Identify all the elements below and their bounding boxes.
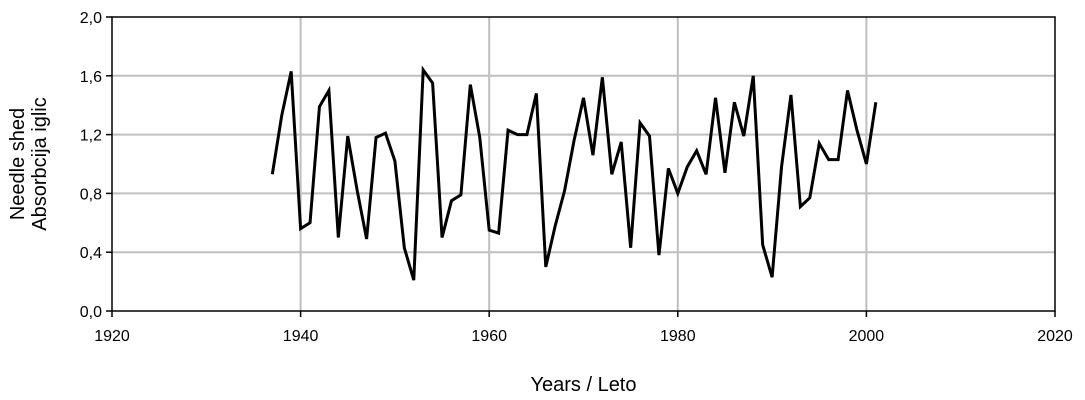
y-tick-label: 1,2: [80, 128, 102, 145]
y-tick-label: 0,8: [80, 186, 102, 203]
x-tick-label: 2000: [849, 328, 885, 345]
x-axis-label: Years / Leto: [530, 374, 636, 396]
y-tick-label: 0,0: [80, 304, 102, 321]
y-tick-label: 0,4: [80, 245, 102, 262]
y-axis-label-line-1: Needle shed: [7, 108, 29, 220]
y-tick-label: 1,6: [80, 69, 102, 86]
x-tick-label: 2020: [1037, 328, 1073, 345]
x-tick-label: 1920: [94, 328, 130, 345]
x-tick-label: 1960: [471, 328, 507, 345]
y-axis-label-line-2: Absorbcija iglic: [29, 97, 51, 230]
x-tick-label: 1940: [283, 328, 319, 345]
plot-area-frame: [111, 16, 1056, 312]
series-line-needle-shed: [270, 65, 878, 281]
y-tick-label: 2,0: [80, 10, 102, 27]
tick-labels: 0,0 0,4 0,8 1,2 1,6 2,0 1920 1940 1960 1980 2000 20…: [80, 10, 1073, 345]
grid-lines: [112, 17, 1055, 311]
x-tick-label: 1980: [660, 328, 696, 345]
tick-marks: [106, 16, 1056, 317]
